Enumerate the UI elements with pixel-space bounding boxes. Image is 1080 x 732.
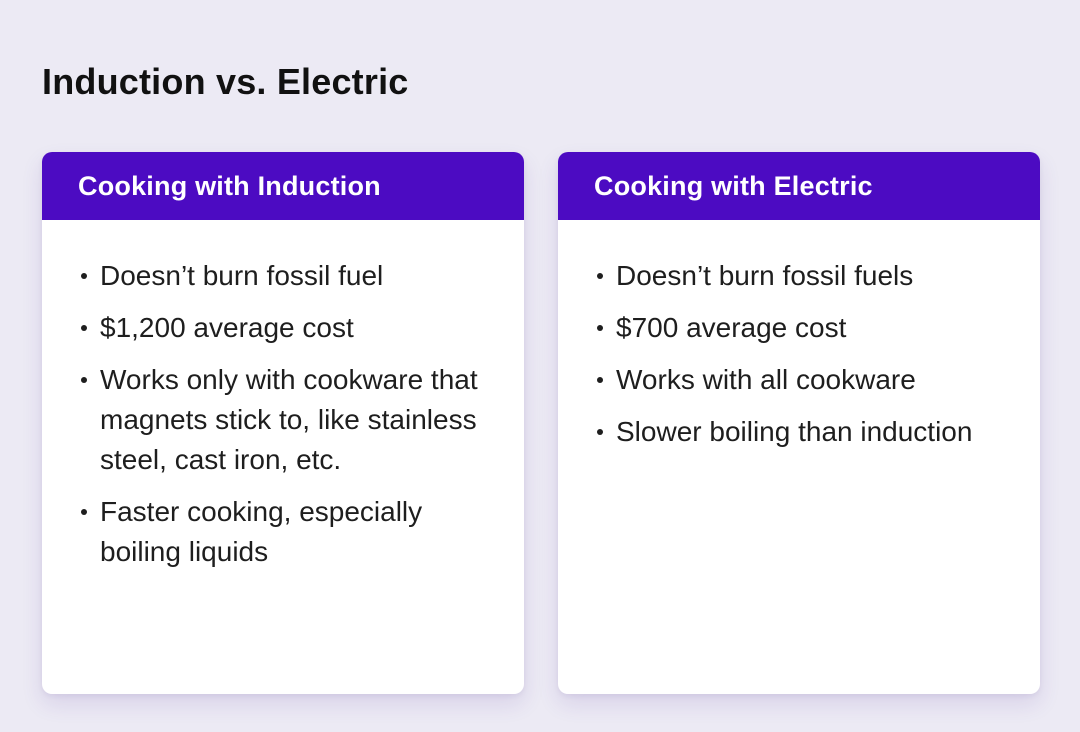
list-item: $700 average cost — [594, 308, 1010, 348]
list-item: $1,200 average cost — [78, 308, 494, 348]
electric-card-header: Cooking with Electric — [558, 152, 1040, 220]
electric-card-title: Cooking with Electric — [594, 170, 873, 201]
list-item: Doesn’t burn fossil fuels — [594, 256, 1010, 296]
page-title: Induction vs. Electric — [42, 61, 409, 102]
list-item: Works with all cookware — [594, 360, 1010, 400]
induction-bullet-list: Doesn’t burn fossil fuel $1,200 average c… — [42, 220, 524, 614]
list-item: Slower boiling than induction — [594, 412, 1010, 452]
induction-card: Cooking with Induction Doesn’t burn foss… — [42, 152, 524, 694]
list-item: Faster cooking, especially boiling liqui… — [78, 492, 494, 572]
comparison-cards: Cooking with Induction Doesn’t burn foss… — [42, 152, 1040, 694]
list-item: Doesn’t burn fossil fuel — [78, 256, 494, 296]
electric-card: Cooking with Electric Doesn’t burn fossi… — [558, 152, 1040, 694]
induction-card-title: Cooking with Induction — [78, 170, 381, 201]
electric-bullet-list: Doesn’t burn fossil fuels $700 average co… — [558, 220, 1040, 494]
induction-card-header: Cooking with Induction — [42, 152, 524, 220]
list-item: Works only with cookware that magnets st… — [78, 360, 494, 480]
